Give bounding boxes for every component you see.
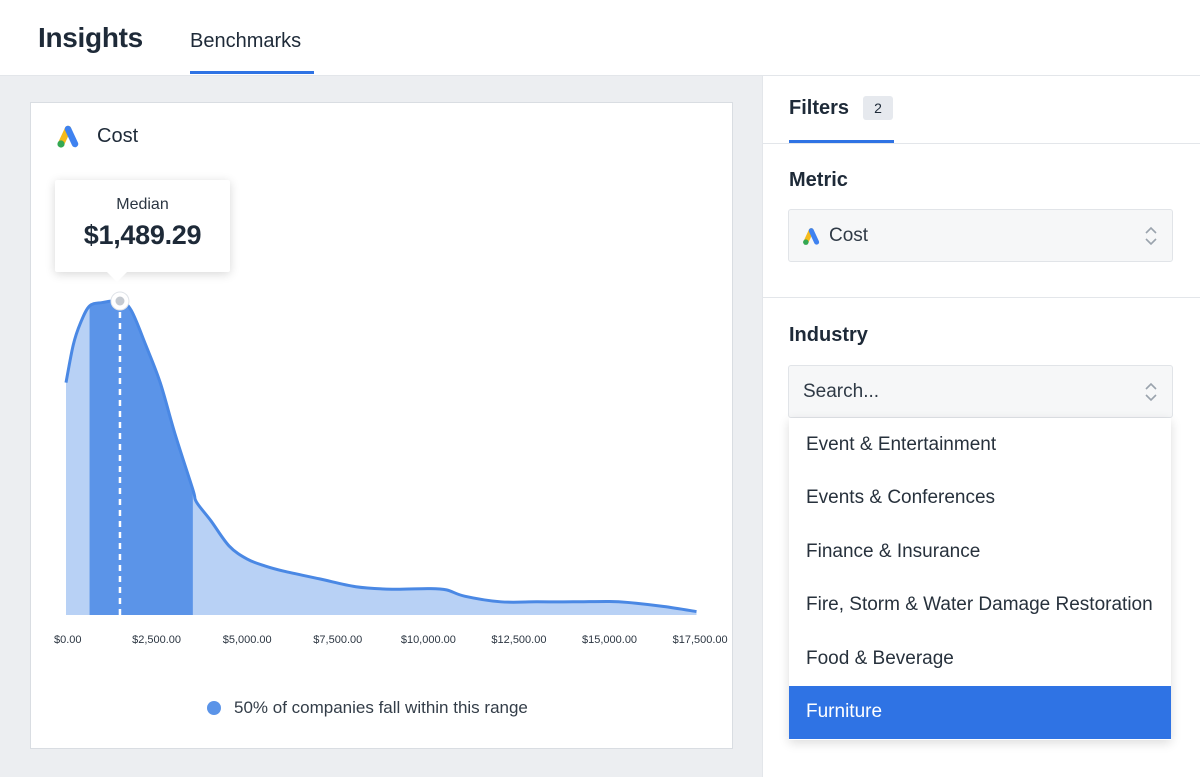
- filters-tab-label: Filters: [789, 96, 850, 119]
- filters-count-badge: 2: [863, 96, 894, 120]
- metric-select-value: Cost: [829, 224, 869, 246]
- industry-option[interactable]: Events & Conferences: [806, 487, 996, 509]
- industry-option-highlighted[interactable]: Furniture: [789, 685, 1171, 739]
- median-label: Median: [116, 196, 169, 213]
- filters-tab-indicator: [789, 140, 894, 143]
- x-tick-label: $0.00: [54, 634, 82, 646]
- divider: [763, 143, 1200, 144]
- legend-text: 50% of companies fall within this range: [234, 698, 528, 717]
- sort-updown-icon: [1145, 226, 1157, 246]
- x-tick-label: $15,000.00: [582, 634, 637, 646]
- x-tick-label: $17,500.00: [673, 634, 728, 646]
- median-marker-dot: [115, 296, 125, 306]
- google-ads-logo-icon: [57, 125, 79, 148]
- industry-search-placeholder: Search...: [803, 380, 880, 402]
- top-nav: Insights Benchmarks: [0, 0, 1200, 76]
- active-tab-indicator: [190, 71, 314, 74]
- sort-updown-icon: [1145, 382, 1157, 402]
- industry-option[interactable]: Event & Entertainment: [806, 433, 997, 455]
- chart-area: $0.00 $2,500.00 $5,000.00 $7,500.00 $10,000.…: [0, 76, 762, 777]
- x-tick-label: $2,500.00: [132, 634, 181, 646]
- card-title: Cost: [97, 124, 139, 147]
- x-tick-label: $10,000.00: [401, 634, 456, 646]
- x-tick-label: $12,500.00: [491, 634, 546, 646]
- industry-search-select[interactable]: Search...: [788, 365, 1173, 418]
- metric-select[interactable]: Cost: [788, 209, 1173, 262]
- industry-option[interactable]: Food & Beverage: [806, 647, 954, 669]
- tab-benchmarks[interactable]: Benchmarks: [190, 30, 302, 52]
- industry-heading: Industry: [789, 324, 868, 346]
- industry-option[interactable]: Finance & Insurance: [806, 540, 981, 562]
- industry-option[interactable]: Fire, Storm & Water Damage Restoration: [806, 594, 1153, 616]
- median-value: $1,489.29: [83, 220, 202, 250]
- metric-heading: Metric: [789, 169, 848, 191]
- tab-filters[interactable]: Filters 2: [789, 96, 894, 120]
- distribution-chart: $0.00 $2,500.00 $5,000.00 $7,500.00 $10,000.…: [54, 291, 728, 646]
- card-header: Cost: [55, 123, 138, 149]
- legend-swatch: [207, 701, 221, 715]
- industry-dropdown: Event & Entertainment Events & Conferenc…: [789, 418, 1171, 740]
- x-tick-label: $5,000.00: [223, 634, 272, 646]
- page-title: Insights: [38, 22, 143, 53]
- chart-legend: 50% of companies fall within this range: [207, 698, 528, 718]
- benchmark-card: $0.00 $2,500.00 $5,000.00 $7,500.00 $10,000.…: [30, 102, 733, 749]
- divider: [763, 297, 1200, 298]
- google-ads-logo-icon: [803, 227, 820, 245]
- x-tick-label: $7,500.00: [313, 634, 362, 646]
- median-tooltip: Median $1,489.29: [55, 180, 230, 282]
